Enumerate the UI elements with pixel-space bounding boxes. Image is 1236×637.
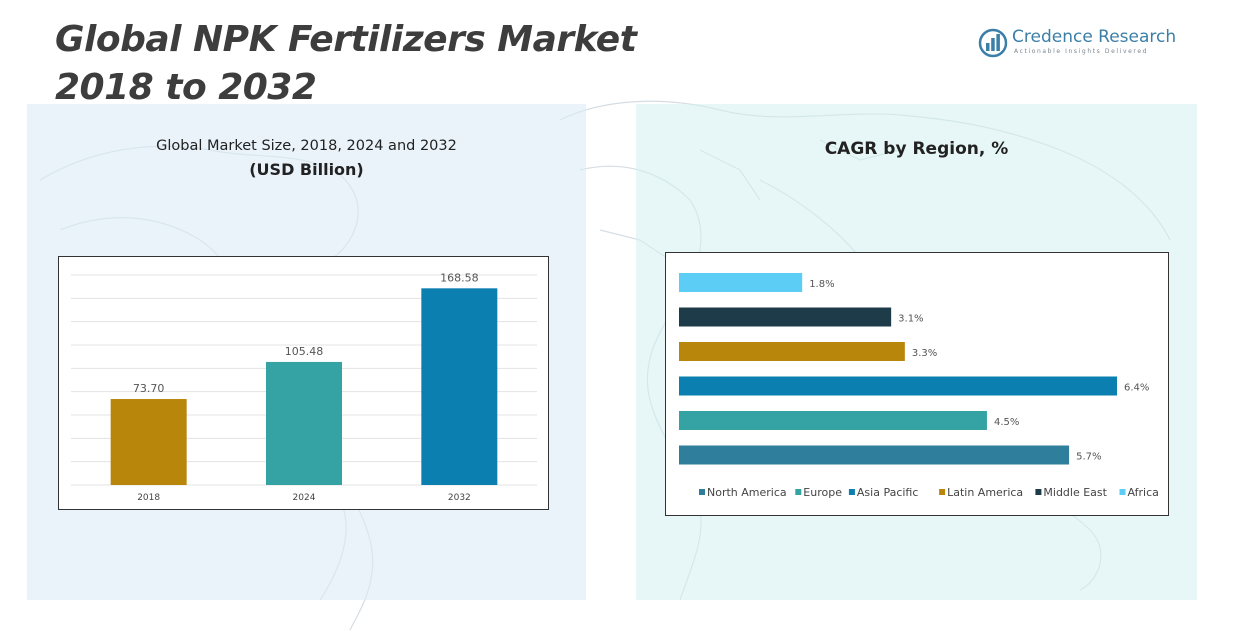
bar-2024	[266, 361, 342, 485]
legend-swatch	[1035, 489, 1042, 495]
cagr-horizontal-bar-chart: 1.8% 3.1% 3.3% 6.4% 4.5% 5.7% North America Eur…	[679, 273, 1159, 499]
market-size-panel: Global Market Size, 2018, 2024 and 2032 …	[27, 104, 586, 600]
bar-value-label: 5.7%	[1076, 452, 1101, 463]
cagr-chart: 1.8% 3.1% 3.3% 6.4% 4.5% 5.7% North America Eur…	[665, 252, 1169, 516]
bar-value-label: 105.48	[285, 345, 324, 358]
bar-2032	[421, 288, 498, 485]
x-tick-label: 2032	[448, 493, 471, 503]
market-size-subtitle: (USD Billion)	[249, 160, 364, 179]
cagr-title: CAGR by Region, %	[824, 139, 1009, 159]
cagr-panel: CAGR by Region, % 1.8% 3.1% 3.3% 6.4% 4.5% 5.…	[636, 104, 1197, 600]
legend-swatch	[699, 489, 705, 495]
market-size-bar-chart: 73.70 2018 105.48 2024 168.58 2032	[71, 271, 537, 503]
legend-label: Europe	[803, 486, 842, 499]
page-title-line2: 2018 to 2032	[55, 67, 317, 108]
market-size-title: Global Market Size, 2018, 2024 and 2032	[156, 138, 457, 154]
legend-label: Latin America	[947, 486, 1023, 499]
company-logo: Credence Research Actionable Insights De…	[978, 26, 1178, 60]
bar-africa	[679, 273, 803, 292]
legend-swatch	[939, 489, 946, 495]
legend-swatch	[1119, 489, 1126, 495]
bar-chart-logo-icon	[978, 28, 1008, 58]
bar-europe	[679, 411, 987, 430]
bar-value-label: 6.4%	[1124, 383, 1149, 394]
bar-value-label: 3.3%	[912, 348, 937, 359]
bar-value-label: 168.58	[440, 271, 479, 284]
bar-value-label: 1.8%	[809, 279, 834, 290]
market-size-chart: 73.70 2018 105.48 2024 168.58 2032	[58, 256, 549, 510]
legend-label: Africa	[1128, 486, 1159, 499]
legend-label: Asia Pacific	[857, 486, 919, 499]
bar-latin-america	[679, 342, 905, 361]
x-tick-label: 2024	[293, 493, 316, 503]
bar-middle-east	[679, 307, 892, 327]
bar-asia-pacific	[679, 376, 1117, 396]
bar-value-label: 73.70	[133, 382, 165, 395]
bar-north-america	[679, 445, 1070, 465]
legend-swatch	[848, 489, 855, 495]
bar-value-label: 4.5%	[994, 417, 1019, 428]
logo-tagline: Actionable Insights Delivered	[1014, 48, 1149, 55]
bar-2018	[110, 399, 187, 485]
page-title-line1: Global NPK Fertilizers Market	[55, 19, 637, 60]
legend-label: Middle East	[1043, 486, 1107, 499]
legend-swatch	[795, 489, 802, 495]
x-tick-label: 2018	[137, 493, 160, 503]
logo-name: Credence Research	[1012, 27, 1177, 47]
legend-label: North America	[707, 486, 787, 499]
bar-value-label: 3.1%	[898, 314, 923, 325]
page-title: Global NPK Fertilizers Market 2018 to 20…	[55, 16, 637, 112]
